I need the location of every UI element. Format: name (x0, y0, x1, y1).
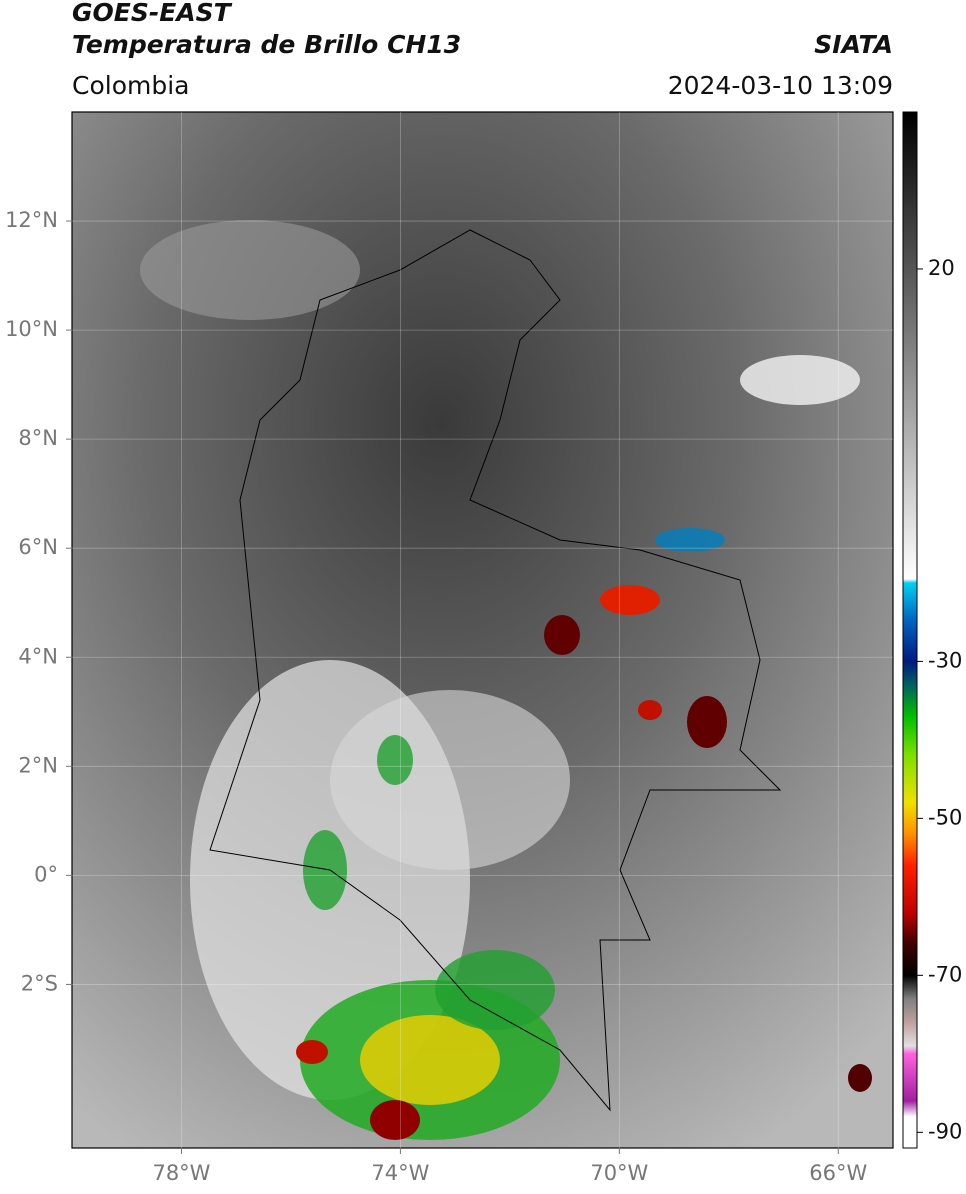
x-tick-label: 78°W (152, 1161, 210, 1185)
colorbar-tick-label: -30 (928, 648, 962, 672)
y-tick-label: 4°N (18, 644, 58, 668)
region: Colombia (72, 71, 189, 100)
datetime: 2024-03-10 13:09 (668, 71, 893, 100)
x-tick-label: 70°W (590, 1161, 648, 1185)
colorbar-tick-label: -90 (928, 1119, 962, 1143)
product: Temperatura de Brillo CH13 (72, 30, 461, 59)
colorbar (902, 111, 918, 1149)
agency: SIATA (814, 30, 893, 59)
y-tick-label: 10°N (5, 317, 58, 341)
y-tick-label: 6°N (18, 535, 58, 559)
y-tick-label: 2°S (21, 971, 58, 995)
map-frame (71, 111, 894, 1149)
satellite: GOES-EAST (72, 0, 233, 27)
x-tick-label: 66°W (809, 1161, 867, 1185)
y-tick-label: 0° (34, 862, 58, 886)
y-tick-label: 8°N (18, 426, 58, 450)
colorbar-tick-label: -50 (928, 805, 962, 829)
y-tick-label: 2°N (18, 753, 58, 777)
satellite-image (72, 112, 893, 1148)
x-tick-label: 74°W (371, 1161, 429, 1185)
colorbar-tick-label: 20 (928, 256, 955, 280)
colorbar-tick-label: -70 (928, 962, 962, 986)
y-tick-label: 12°N (5, 208, 58, 232)
